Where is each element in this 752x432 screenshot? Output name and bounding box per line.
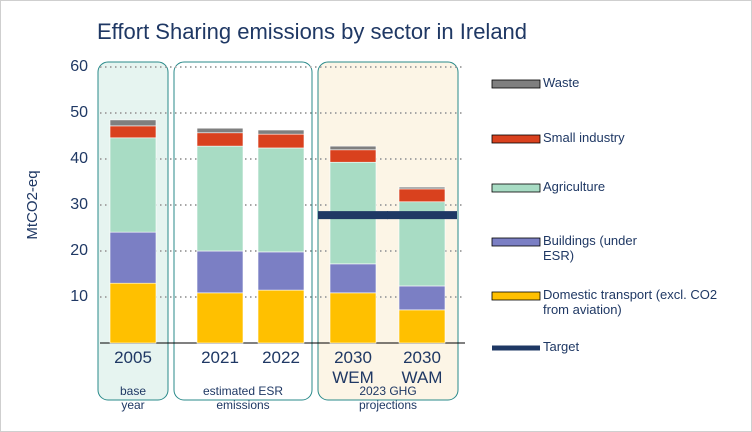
x-tick-label: 2030 WAM [401,348,443,387]
y-tick-label: 10 [70,288,88,305]
bar-segment [398,188,446,203]
bar-segment [109,282,157,344]
legend-label: Target [543,339,580,354]
chart-title: Effort Sharing emissions by sector in Ir… [97,19,527,44]
y-tick-label: 50 [70,104,88,121]
legend-label: Buildings (under ESR) [543,233,637,263]
x-tick-label: 2022 [262,348,300,367]
bar-segment [109,119,157,127]
y-tick-label: 20 [70,242,88,259]
legend-label: Waste [543,75,580,90]
legend-swatch [491,79,541,89]
bar-segment [196,145,244,252]
bar-segment [257,133,305,149]
legend-label: Agriculture [543,179,606,194]
legend-swatch [491,183,541,193]
bar-segment [329,145,377,151]
legend-label: Domestic transport (excl. CO2 from aviat… [543,287,718,317]
y-tick-label: 40 [70,150,88,167]
legend-swatch [491,134,541,144]
bar-segment [398,285,446,311]
group-label: base year [119,384,147,412]
bar-segment [109,125,157,139]
bar-segment [196,250,244,294]
bar-segment [196,132,244,147]
bar-segment [329,263,377,294]
y-tick-label: 30 [70,196,88,213]
x-tick-label: 2030 WEM [332,348,374,387]
bar-segment [329,149,377,163]
bar-segment [398,309,446,344]
bar-segment [257,147,305,253]
target-marker [318,211,388,220]
y-tick-label: 60 [70,58,88,75]
group-label: estimated ESR emissions [202,384,284,412]
target-marker [387,211,457,220]
bar-segment [257,251,305,291]
bar-segment [329,292,377,344]
bar-segment [196,292,244,344]
x-tick-label: 2021 [201,348,239,367]
bar-segment [257,129,305,135]
y-axis-label: MtCO2-eq [24,170,41,239]
legend-swatch [491,237,541,247]
bar-segment [109,137,157,233]
x-tick-label: 2005 [114,348,152,367]
bar-segment [109,231,157,284]
bar-segment [196,127,244,134]
legend-swatch [491,291,541,301]
group-label: 2023 GHG projections [358,384,418,412]
bar-segment [398,186,446,190]
bar-segment [257,289,305,344]
legend-label: Small industry [543,130,625,145]
